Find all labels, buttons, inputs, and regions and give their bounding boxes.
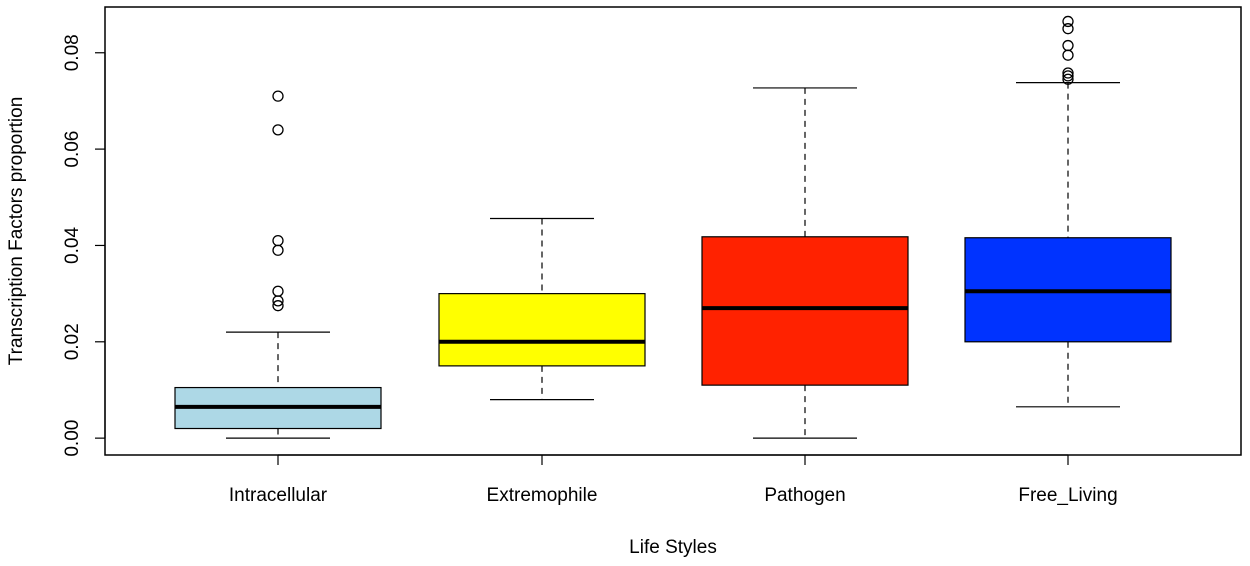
y-tick-label: 0.00 — [62, 420, 83, 457]
outlier-point — [272, 285, 284, 297]
y-tick-label: 0.08 — [62, 34, 83, 71]
y-axis-title: Transcription Factors proportion — [6, 97, 27, 366]
x-tick-label: Free_Living — [1018, 485, 1117, 506]
outlier-point — [1062, 70, 1074, 82]
outlier-point — [272, 244, 284, 256]
x-tick-label: Pathogen — [764, 485, 845, 506]
y-tick-label: 0.02 — [62, 323, 83, 360]
outlier-point — [272, 234, 284, 247]
outlier-point — [1062, 23, 1074, 35]
x-axis-title: Life Styles — [629, 537, 717, 558]
outlier-point — [1062, 15, 1074, 28]
x-tick-label: Extremophile — [487, 485, 598, 506]
outlier-point — [272, 124, 284, 136]
x-tick-label: Intracellular — [229, 485, 328, 506]
outlier-point — [1062, 39, 1074, 52]
outlier-point — [272, 90, 284, 102]
outlier-point — [1062, 49, 1074, 61]
outlier-point — [1062, 73, 1074, 85]
y-tick-label: 0.06 — [62, 131, 83, 168]
outlier-point — [1062, 67, 1074, 79]
iqr-box — [701, 236, 909, 386]
boxes — [174, 15, 1172, 439]
box-pathogen — [701, 87, 909, 439]
box-extremophile — [438, 217, 646, 401]
y-axis: 0.00 0.02 0.04 0.06 0.08 — [62, 34, 106, 457]
box-free-living — [964, 15, 1172, 408]
box-intracellular — [174, 90, 382, 439]
y-tick-label: 0.04 — [62, 227, 83, 264]
x-axis: Intracellular Extremophile Pathogen Free_Li… — [229, 454, 1118, 506]
outlier-point — [272, 300, 284, 312]
iqr-box — [438, 293, 646, 367]
